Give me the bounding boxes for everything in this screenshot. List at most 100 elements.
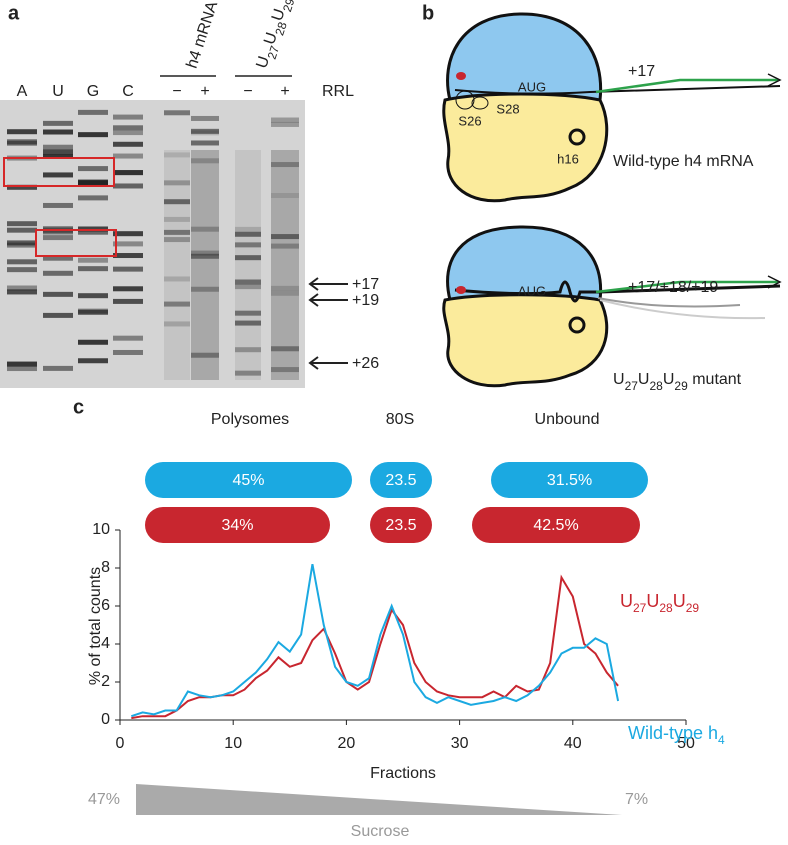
caption: Wild-type h4 mRNA — [613, 153, 754, 170]
gel-band — [113, 231, 143, 237]
gel-band — [78, 358, 108, 364]
series-label: U27U28U29 — [620, 591, 699, 615]
series-line — [131, 564, 620, 718]
pill-label: 23.5 — [385, 472, 416, 489]
y-tick-label: 2 — [101, 673, 110, 690]
gel-band — [271, 193, 299, 199]
distribution-pill — [491, 462, 648, 498]
gel-band — [164, 229, 190, 235]
group-label: U27U28U29 — [254, 0, 298, 72]
ribosome-wt — [442, 12, 782, 203]
sign: − — [243, 83, 252, 100]
y-tick-label: 6 — [101, 597, 110, 614]
panel-label: a — [8, 2, 20, 24]
gel-band — [43, 154, 73, 160]
gel-band — [235, 320, 261, 326]
gel-band — [78, 166, 108, 172]
gel-band — [271, 234, 299, 240]
gel-band — [164, 180, 190, 186]
gel-band — [113, 183, 143, 189]
gel-band — [191, 115, 219, 121]
gel-band — [271, 367, 299, 373]
gel-band — [271, 162, 299, 168]
gel-band — [78, 195, 108, 201]
gel-band — [164, 301, 190, 307]
gel-band — [78, 180, 108, 186]
gel-band — [7, 221, 37, 227]
site-label: h16 — [557, 151, 579, 166]
gel-band — [113, 170, 143, 176]
panel-label: c — [73, 396, 84, 418]
gel-band — [78, 109, 108, 115]
gel-band — [7, 285, 37, 291]
highlight-box — [3, 157, 115, 187]
sign: + — [200, 83, 209, 100]
gel-band — [7, 227, 37, 233]
distribution-pill — [145, 462, 352, 498]
gel-band — [43, 202, 73, 208]
pill-label: 42.5% — [533, 517, 578, 534]
y-tick-label: 4 — [101, 635, 110, 652]
category-header: Polysomes — [211, 411, 289, 428]
gel-band — [271, 346, 299, 352]
gel-band — [191, 226, 219, 232]
gel-band — [191, 140, 219, 146]
distribution-pill — [145, 507, 330, 543]
gradient-wedge — [136, 784, 622, 815]
gel-band — [113, 266, 143, 272]
gel-band — [43, 235, 73, 241]
distribution-pill — [472, 507, 640, 543]
gel-band — [7, 259, 37, 265]
lane-label: G — [87, 83, 99, 100]
gel-band — [43, 226, 73, 232]
gel-bands — [7, 109, 299, 380]
gel-band — [113, 286, 143, 292]
x-tick-label: 50 — [677, 735, 695, 752]
marker-label: +17 — [352, 276, 379, 293]
gel-band — [43, 172, 73, 178]
pill-label: 45% — [232, 472, 264, 489]
lane-label: U — [52, 83, 64, 100]
gel-smear — [235, 150, 261, 380]
gel-band — [7, 242, 37, 248]
gel-band — [191, 130, 219, 136]
group-label: h4 mRNA — [184, 0, 222, 71]
sign: + — [280, 83, 289, 100]
gel-band — [113, 298, 143, 304]
marker-label: +19 — [352, 292, 379, 309]
gel-band — [113, 130, 143, 136]
gel-band — [7, 184, 37, 190]
lane-label: A — [17, 83, 28, 100]
distribution-pill — [370, 462, 432, 498]
lane-label: C — [122, 83, 134, 100]
gel-band — [43, 291, 73, 297]
category-header: 80S — [386, 411, 414, 428]
distribution-pill — [370, 507, 432, 543]
gel-band — [7, 361, 37, 367]
codon-label: AUG — [518, 79, 546, 94]
panel-label: b — [422, 2, 434, 24]
ribosome-mutant — [442, 225, 782, 388]
gel-band — [235, 279, 261, 285]
gel-band — [191, 128, 219, 134]
gel-band — [235, 226, 261, 232]
gel-band — [78, 339, 108, 345]
gel-band — [113, 114, 143, 120]
gel-band — [235, 347, 261, 353]
gel-band — [113, 141, 143, 147]
x-tick-label: 40 — [564, 735, 582, 752]
y-tick-label: 8 — [101, 559, 110, 576]
gel-band — [235, 310, 261, 316]
gel-band — [113, 241, 143, 247]
gradient-start: 47% — [88, 791, 120, 808]
gel-smear — [271, 150, 299, 380]
reagent-label: RRL — [322, 83, 354, 100]
gel-band — [43, 229, 73, 235]
highlight-box — [35, 229, 117, 257]
gel-band — [43, 149, 73, 155]
gel-band — [164, 152, 190, 158]
x-tick-label: 20 — [338, 735, 356, 752]
pill-label: 34% — [221, 517, 253, 534]
